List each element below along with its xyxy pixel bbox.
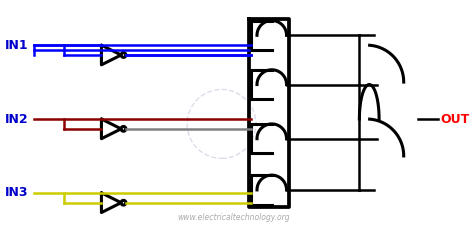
Text: IN1: IN1 — [5, 39, 28, 52]
Text: OUT: OUT — [440, 113, 469, 125]
Text: www.electricaltechnology.org: www.electricaltechnology.org — [177, 213, 290, 222]
Text: IN3: IN3 — [5, 186, 28, 199]
Text: IN2: IN2 — [5, 113, 28, 125]
